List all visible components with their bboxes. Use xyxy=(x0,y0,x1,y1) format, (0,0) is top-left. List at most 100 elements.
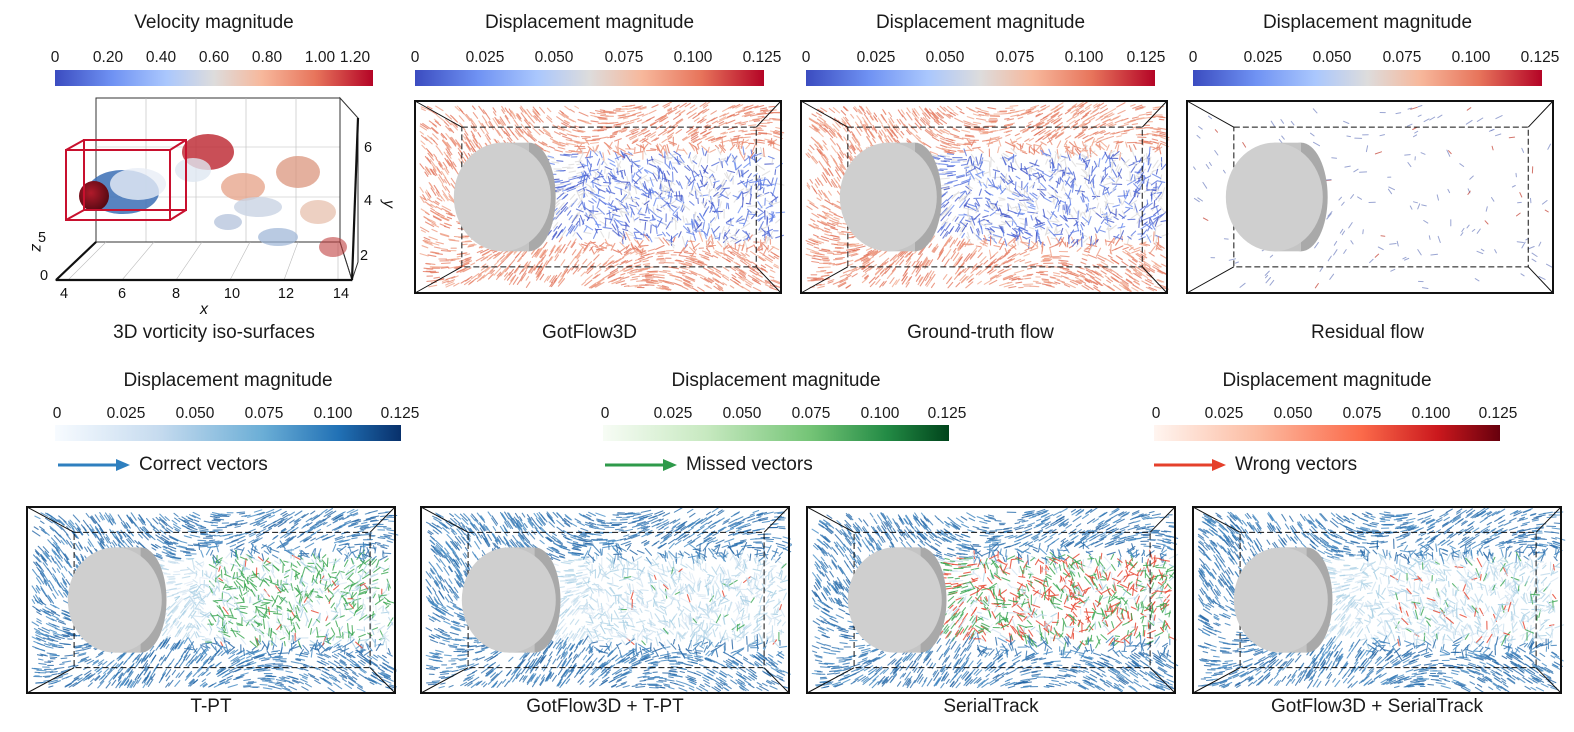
tick-label: 0.80 xyxy=(251,49,283,66)
vorticity-isosurfaces xyxy=(87,134,347,257)
colorbar-displacement xyxy=(415,70,764,86)
y-axis-label: y xyxy=(380,199,397,209)
flow-field-residual xyxy=(1186,100,1554,294)
bounding-box xyxy=(420,506,790,694)
tick-label: 0.025 xyxy=(856,49,896,66)
correct-arrow-icon xyxy=(58,459,130,471)
colorbar-missed xyxy=(603,425,949,441)
tick-label: 0.075 xyxy=(1342,405,1382,422)
tick-label: 0 xyxy=(1151,405,1161,422)
tick-label: 0 xyxy=(410,49,420,66)
colorbar-title: Displacement magnitude xyxy=(875,12,1086,33)
highlight-box xyxy=(65,139,187,221)
tick-label: 0.20 xyxy=(92,49,124,66)
vector-field xyxy=(31,507,399,694)
tick-label: 0.050 xyxy=(1273,405,1313,422)
tick-label: 0.100 xyxy=(673,49,713,66)
tick-label: 0 xyxy=(50,49,60,66)
tick-label: 0 xyxy=(801,49,811,66)
colorbar-velocity xyxy=(55,70,373,86)
y-tick-label: 6 xyxy=(364,140,372,156)
tick-label: 0.60 xyxy=(198,49,230,66)
tick-label: 0.40 xyxy=(145,49,177,66)
tick-label: 0.125 xyxy=(1126,49,1166,66)
vector-field xyxy=(425,506,793,693)
tick-label: 0.075 xyxy=(791,405,831,422)
panel-caption: 3D vorticity iso-surfaces xyxy=(113,322,315,343)
colorbar-title: Displacement magnitude xyxy=(1222,370,1432,391)
tick-label: 0 xyxy=(52,405,62,422)
tick-label: 0.100 xyxy=(860,405,900,422)
y-tick-label: 4 xyxy=(364,193,372,209)
bounding-box xyxy=(800,100,1168,294)
colorbar-title: Displacement magnitude xyxy=(123,370,333,391)
colorbar-displacement xyxy=(806,70,1155,86)
flow-field-ground-truth xyxy=(800,100,1170,294)
bounding-box xyxy=(1186,100,1554,294)
bounding-box xyxy=(1192,506,1562,694)
tick-label: 0.100 xyxy=(313,405,353,422)
cylinder-icon xyxy=(461,547,561,653)
tick-label: 0.125 xyxy=(742,49,782,66)
vector-field xyxy=(1197,507,1566,693)
missed-arrow-icon xyxy=(605,459,677,471)
legend-wrong-vectors: Wrong vectors xyxy=(1235,454,1358,475)
flow-field-gotflow3d-tpt xyxy=(420,506,793,694)
cylinder-icon xyxy=(79,181,109,211)
tick-label: 0.075 xyxy=(1382,49,1422,66)
cylinder-icon xyxy=(1233,547,1333,653)
x-tick-label: 10 xyxy=(224,286,240,302)
tick-label: 0.050 xyxy=(1312,49,1352,66)
x-tick-label: 14 xyxy=(333,286,349,302)
panel-caption: Ground-truth flow xyxy=(907,322,1054,343)
z-tick-label: 5 xyxy=(38,230,46,246)
tick-label: 0.025 xyxy=(1243,49,1283,66)
x-tick-label: 8 xyxy=(172,286,180,302)
colorbar-title: Displacement magnitude xyxy=(671,370,881,391)
flow-field-gotflow3d xyxy=(414,100,786,294)
x-tick-label: 12 xyxy=(278,286,294,302)
x-tick-label: 4 xyxy=(60,286,68,302)
tick-label: 0 xyxy=(1188,49,1198,66)
tick-label: 0.025 xyxy=(465,49,505,66)
vorticity-3d-plot: 4 6 8 10 12 14 x 6 4 2 y 5 0 z xyxy=(28,96,397,318)
tick-label: 0.025 xyxy=(653,405,693,422)
tick-label: 0.050 xyxy=(722,405,762,422)
tick-label: 0.125 xyxy=(380,405,420,422)
colorbar-title: Displacement magnitude xyxy=(1262,12,1473,33)
colorbar-title: Velocity magnitude xyxy=(134,12,294,33)
tick-label: 0.050 xyxy=(534,49,574,66)
tick-label: 0.100 xyxy=(1064,49,1104,66)
panel-caption: GotFlow3D xyxy=(541,322,638,343)
panel-caption: GotFlow3D + SerialTrack xyxy=(1270,696,1484,717)
z-axis-label: z xyxy=(28,243,45,252)
tick-label: 1.00 xyxy=(304,49,336,66)
tick-label: 0.050 xyxy=(925,49,965,66)
cylinder-icon xyxy=(839,142,942,252)
tick-label: 0.025 xyxy=(106,405,146,422)
tick-label: 0.100 xyxy=(1411,405,1451,422)
flow-field-gotflow3d-serialtrack xyxy=(1192,506,1566,694)
cylinder-icon xyxy=(847,547,947,653)
tick-label: 0.075 xyxy=(244,405,284,422)
flow-field-tpt xyxy=(26,506,399,694)
panel-caption: Residual flow xyxy=(1311,322,1424,343)
tick-label: 0.125 xyxy=(1520,49,1560,66)
colorbar-wrong xyxy=(1154,425,1500,441)
tick-label: 0.075 xyxy=(604,49,644,66)
panel-caption: T-PT xyxy=(190,696,232,717)
tick-label: 0.125 xyxy=(927,405,967,422)
colorbar-title: Displacement magnitude xyxy=(484,12,695,33)
tick-label: 1.20 xyxy=(339,49,371,66)
bounding-box xyxy=(414,100,782,294)
panel-caption: GotFlow3D + T-PT xyxy=(526,696,684,717)
tick-label: 0.125 xyxy=(1478,405,1518,422)
cylinder-icon xyxy=(67,547,167,653)
x-axis-label: x xyxy=(199,301,209,318)
vector-field xyxy=(1193,105,1553,289)
legend-missed-vectors: Missed vectors xyxy=(686,454,813,475)
z-tick-label: 0 xyxy=(40,268,48,284)
legend-correct-vectors: Correct vectors xyxy=(139,454,268,475)
wrong-arrow-icon xyxy=(1154,459,1226,471)
cylinder-icon xyxy=(1225,142,1328,252)
